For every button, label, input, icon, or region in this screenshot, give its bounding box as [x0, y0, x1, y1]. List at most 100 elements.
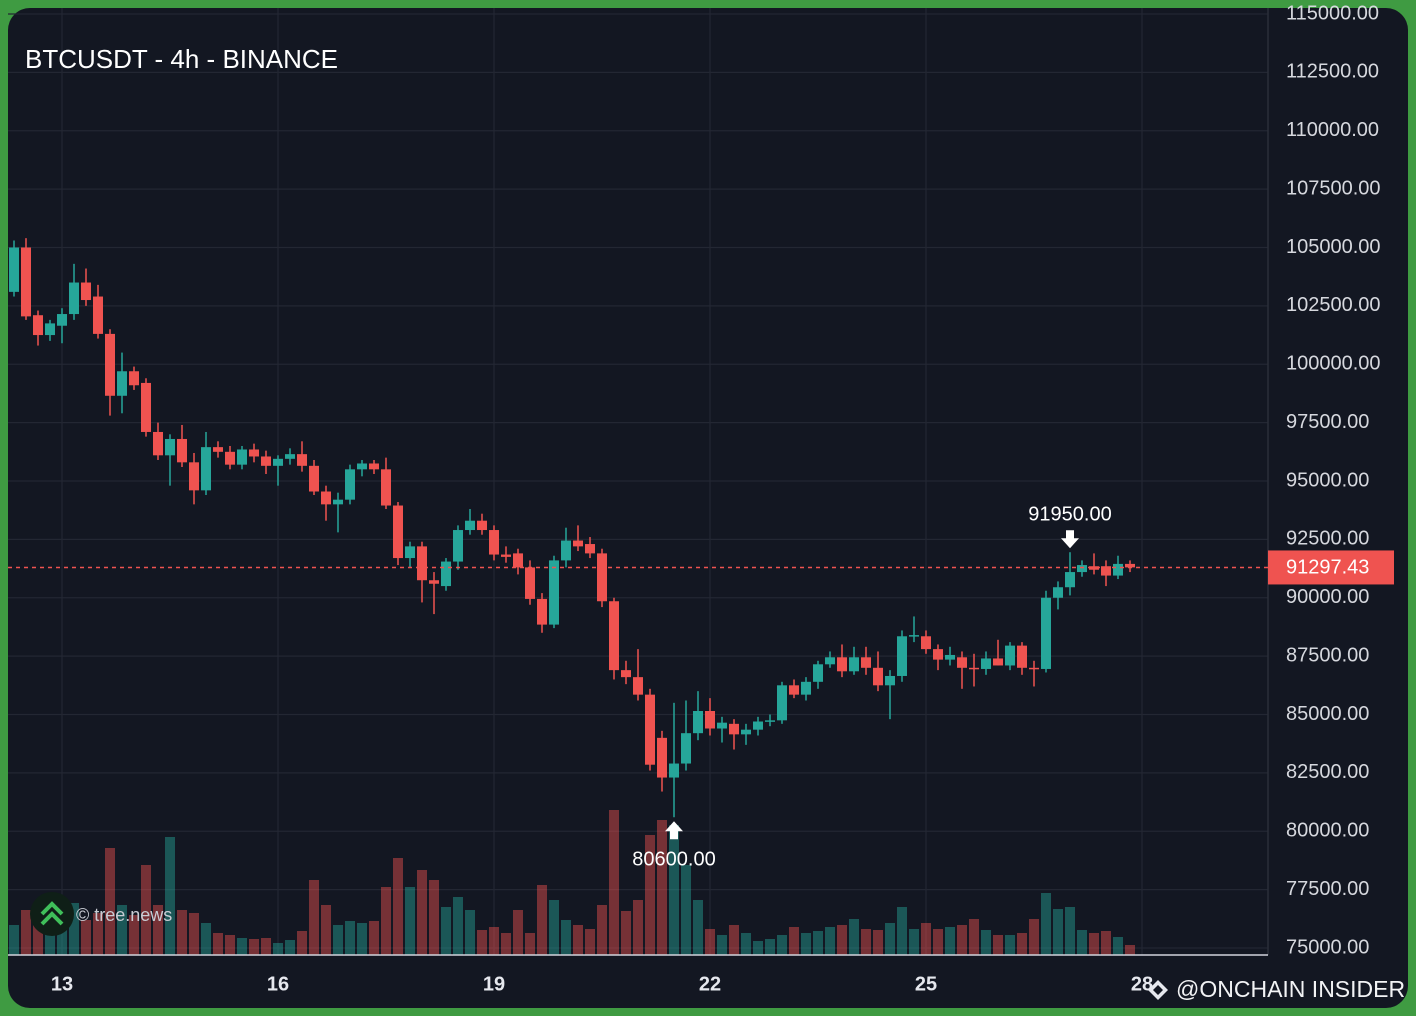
volume-bar — [1101, 931, 1111, 955]
candle-body — [981, 658, 991, 669]
chart-panel — [8, 8, 1408, 1008]
candle-body — [129, 371, 139, 386]
candle-body — [165, 438, 175, 456]
candle-body — [465, 520, 475, 531]
candle-body — [789, 685, 799, 695]
candle-body — [813, 664, 823, 682]
volume-bar — [369, 921, 379, 955]
volume-bar — [909, 929, 919, 955]
candle-body — [69, 282, 79, 315]
candle-body — [1125, 563, 1135, 568]
candle-body — [297, 454, 307, 466]
volume-bar — [93, 913, 103, 955]
candle-body — [177, 438, 187, 463]
y-tick-label: 112500.00 — [1286, 61, 1379, 83]
author-icon — [1148, 980, 1168, 1000]
volume-bar — [621, 911, 631, 955]
candle-body — [405, 546, 415, 559]
volume-bar — [381, 887, 391, 955]
candle-body — [909, 635, 919, 637]
axes: 75000.00 77500.00 80000.00 82500.00 85000.00… — [51, 2, 1394, 995]
volume-bar — [33, 918, 43, 955]
candle-body — [201, 447, 211, 491]
volume-bar — [153, 905, 163, 955]
volume-bar — [993, 935, 1003, 955]
volume-bar — [969, 919, 979, 955]
candle-body — [1017, 645, 1027, 668]
y-tick-label: 110000.00 — [1286, 119, 1379, 141]
volume-bar — [645, 835, 655, 955]
volume-bar — [141, 865, 151, 955]
x-tick-label: 28 — [1131, 973, 1153, 995]
annotations: 91950.00 80600.00 — [8, 503, 1268, 871]
candle-body — [513, 553, 523, 568]
candle-body — [225, 451, 235, 465]
candle-body — [21, 247, 31, 317]
y-tick-label: 100000.00 — [1286, 353, 1381, 375]
volume-bar — [477, 930, 487, 955]
volume-bar — [249, 939, 259, 955]
volume-bar — [345, 921, 355, 955]
x-tick-label: 16 — [267, 973, 289, 995]
candle-body — [273, 458, 283, 466]
candle-body — [9, 247, 19, 292]
candle-body — [669, 763, 679, 778]
high-arrow — [1061, 530, 1079, 549]
volume-bar — [225, 935, 235, 955]
candle-body — [93, 296, 103, 334]
candle-body — [321, 491, 331, 505]
volume-bar — [417, 870, 427, 955]
volume-bar — [957, 925, 967, 955]
candle-body — [357, 463, 367, 470]
source-text: © tree.news — [76, 905, 172, 925]
candle-body — [1065, 572, 1075, 588]
volume-bar — [717, 935, 727, 955]
candle-body — [429, 580, 439, 584]
candle-body — [945, 654, 955, 660]
candle-body — [969, 667, 979, 670]
candle-body — [1053, 587, 1063, 598]
candle-body — [861, 657, 871, 668]
volume-bar — [585, 929, 595, 955]
volume-bar — [453, 897, 463, 955]
candle-body — [585, 544, 595, 554]
author-watermark: @ONCHAIN INSIDER — [1148, 976, 1405, 1002]
volume-bar — [789, 927, 799, 955]
volume-bar — [1125, 945, 1135, 955]
volume-bar — [633, 900, 643, 955]
high-label: 91950.00 — [1028, 503, 1111, 525]
candle-body — [309, 465, 319, 492]
y-tick-label: 82500.00 — [1286, 761, 1369, 783]
x-tick-label: 13 — [51, 973, 73, 995]
candle-body — [393, 505, 403, 559]
volume-bar — [297, 931, 307, 955]
volume-bar — [705, 929, 715, 955]
volume-bar — [525, 933, 535, 955]
candle-body — [933, 649, 943, 660]
candle-body — [753, 721, 763, 730]
y-tick-label: 87500.00 — [1286, 644, 1369, 666]
volume-bar — [1113, 937, 1123, 955]
volume-bar — [69, 903, 79, 955]
candle-body — [369, 463, 379, 470]
volume-bar — [261, 938, 271, 955]
candle-body — [837, 657, 847, 672]
y-tick-label: 77500.00 — [1286, 878, 1369, 900]
y-tick-label: 105000.00 — [1286, 236, 1381, 258]
candle-body — [1113, 563, 1123, 576]
low-arrow — [665, 821, 683, 840]
candle-body — [525, 567, 535, 599]
candle-body — [1005, 645, 1015, 666]
candle-body — [921, 636, 931, 650]
low-label: 80600.00 — [632, 849, 715, 871]
volume-bar — [561, 920, 571, 955]
candle-body — [801, 681, 811, 695]
volume-bar — [549, 900, 559, 955]
volume-bar — [1077, 930, 1087, 955]
volume-bar — [165, 837, 175, 955]
chart-title: BTCUSDT - 4h - BINANCE — [25, 44, 338, 74]
candle-body — [1029, 667, 1039, 670]
candle-body — [897, 636, 907, 676]
candle-body — [141, 382, 151, 432]
y-tick-label: 107500.00 — [1286, 177, 1381, 199]
